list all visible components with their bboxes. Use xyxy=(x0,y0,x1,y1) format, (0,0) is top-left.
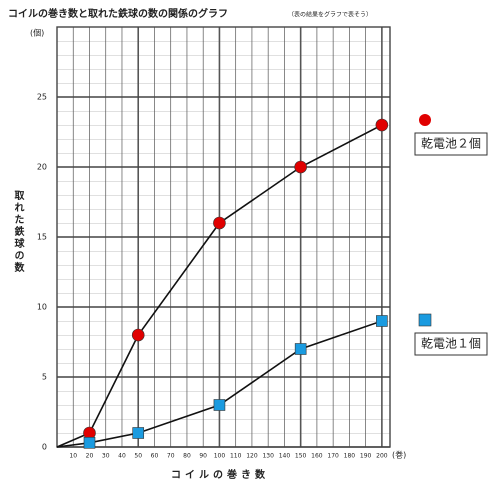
legend-marker xyxy=(419,114,431,126)
x-tick-label: 150 xyxy=(295,453,307,460)
y-tick-label: 15 xyxy=(37,233,47,242)
x-tick-label: 200 xyxy=(376,453,388,460)
x-tick-label: 130 xyxy=(262,453,274,460)
x-tick-label: 50 xyxy=(134,453,142,460)
point xyxy=(132,427,145,439)
x-axis-label: コイルの巻き数 xyxy=(171,468,269,481)
chart-subtitle: （表の結果をグラフで表そう） xyxy=(288,11,372,19)
legend-marker xyxy=(418,313,432,327)
legend-box xyxy=(414,132,488,156)
point xyxy=(131,328,145,342)
y-tick-label: 5 xyxy=(42,373,47,382)
x-tick-label: 160 xyxy=(311,453,323,460)
y-tick-label: 25 xyxy=(37,93,47,102)
x-tick-label: 90 xyxy=(199,453,207,460)
point xyxy=(294,160,307,174)
y-tick-label: 20 xyxy=(37,163,47,172)
x-tick-label: 140 xyxy=(279,453,291,460)
point xyxy=(294,343,307,355)
plot-frame xyxy=(56,26,391,448)
x-tick-label: 190 xyxy=(360,453,372,460)
x-tick-label: 170 xyxy=(327,453,339,460)
x-tick-label: 180 xyxy=(344,453,356,460)
point xyxy=(213,399,226,411)
y-tick-label: 0 xyxy=(42,443,47,452)
point xyxy=(375,118,389,132)
point xyxy=(83,436,96,449)
point xyxy=(213,216,226,230)
legend-box xyxy=(414,332,488,356)
x-tick-label: 100 xyxy=(214,453,226,460)
point xyxy=(376,315,388,327)
x-tick-label: 30 xyxy=(102,453,110,460)
x-tick-label: 20 xyxy=(86,453,94,460)
x-tick-label: 120 xyxy=(246,453,258,460)
x-tick-label: 110 xyxy=(230,453,242,460)
chart-title: コイルの巻き数と取れた鉄球の数の関係のグラフ xyxy=(8,7,228,20)
legend-label: 乾電池２個 xyxy=(421,137,481,151)
x-unit: (巻) xyxy=(392,450,406,460)
y-unit: (個) xyxy=(30,28,44,38)
y-axis-label: 取れた鉄球の数 xyxy=(12,190,24,274)
x-tick-label: 10 xyxy=(69,453,77,460)
x-tick-label: 70 xyxy=(167,453,175,460)
legend-label: 乾電池１個 xyxy=(421,337,481,351)
x-tick-label: 40 xyxy=(118,453,126,460)
x-tick-label: 80 xyxy=(183,453,191,460)
y-tick-label: 10 xyxy=(37,303,47,312)
x-tick-label: 60 xyxy=(151,453,159,460)
